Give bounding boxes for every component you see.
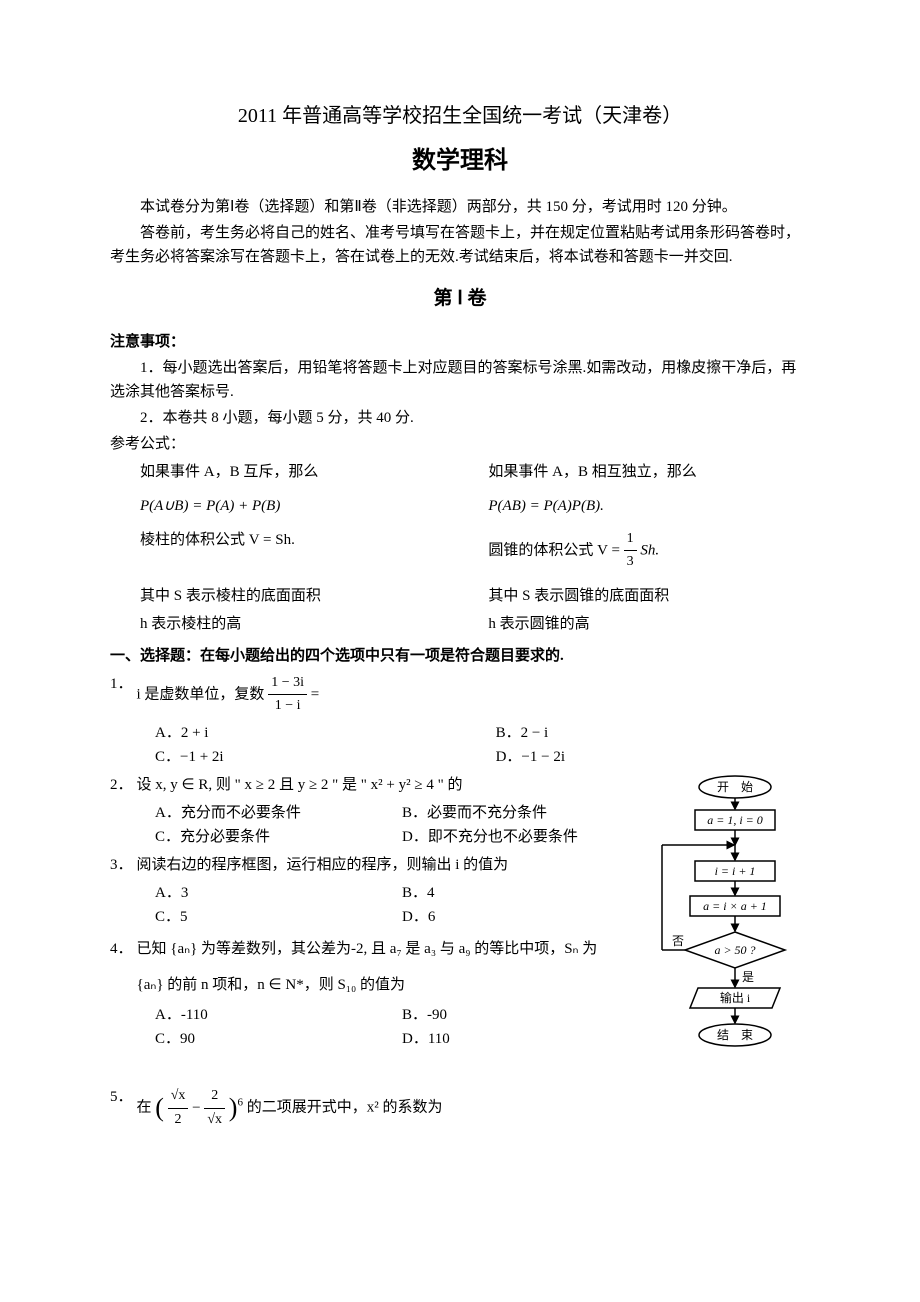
flowchart: 开 始 a = 1, i = 0 i = i + 1 a = i × a + 1…	[640, 769, 810, 1081]
q5-stem-post: 的二项展开式中，x² 的系数为	[247, 1100, 443, 1116]
svg-text:输出 i: 输出 i	[720, 990, 751, 1005]
formula-block: 如果事件 A，B 互斥，那么 如果事件 A，B 相互独立，那么 P(A∪B) =…	[140, 460, 810, 636]
formula-r1-left: 如果事件 A，B 互斥，那么	[140, 460, 488, 484]
q4-options: A．-110 B．-90 C．90 D．110	[155, 1003, 630, 1051]
q1-frac-num: 1 − 3i	[268, 672, 307, 695]
q2-num: 2．	[110, 773, 133, 797]
q4-opt-b: B．-90	[402, 1003, 630, 1027]
q5: 5． 在 ( √x2 − 2√x )6 的二项展开式中，x² 的系数为	[110, 1085, 810, 1131]
q4-stem2: {aₙ} 的前 n 项和，n ∈ N*，则 S₁₀ 的值为	[137, 973, 630, 997]
q1-options: A．2 + i B．2 − i C．−1 + 2i D．−1 − 2i	[155, 721, 810, 769]
svg-text:a = 1, i = 0: a = 1, i = 0	[707, 813, 763, 827]
part1-title: 第 Ⅰ 卷	[110, 284, 810, 314]
formula-r4-left: 其中 S 表示棱柱的底面面积	[140, 584, 488, 608]
q1-stem-post: =	[311, 686, 319, 702]
frac-den: 3	[624, 551, 637, 573]
q1-num: 1．	[110, 672, 133, 696]
svg-text:a = i × a + 1: a = i × a + 1	[703, 899, 767, 913]
svg-text:是: 是	[742, 970, 754, 984]
q3-options: A．3 B．4 C．5 D．6	[155, 881, 630, 929]
frac-num: 1	[624, 528, 637, 551]
formula-r2-right: P(AB) = P(A)P(B).	[488, 494, 810, 518]
q3: 3． 阅读右边的程序框图，运行相应的程序，则输出 i 的值为	[110, 853, 630, 877]
q3-opt-a: A．3	[155, 881, 402, 905]
svg-text:a > 50 ?: a > 50 ?	[714, 943, 755, 957]
q1-opt-d: D．−1 − 2i	[496, 745, 810, 769]
formula-r3r-pre: 圆锥的体积公式 V =	[488, 542, 623, 558]
q5-frac2-den: √x	[204, 1109, 225, 1131]
formula-r3-left: 棱柱的体积公式 V = Sh.	[140, 528, 488, 574]
formula-r4-right: 其中 S 表示圆锥的底面面积	[488, 584, 810, 608]
q1-opt-c: C．−1 + 2i	[155, 745, 496, 769]
notice-head: 注意事项：	[110, 330, 810, 354]
svg-text:否: 否	[672, 934, 684, 948]
intro-p1: 本试卷分为第Ⅰ卷（选择题）和第Ⅱ卷（非选择题）两部分，共 150 分，考试用时 …	[110, 195, 810, 219]
q5-frac2-num: 2	[204, 1085, 225, 1108]
q5-stem: 在 ( √x2 − 2√x )6 的二项展开式中，x² 的系数为	[137, 1085, 810, 1131]
svg-text:i = i + 1: i = i + 1	[715, 864, 756, 878]
q2-opt-b: B．必要而不充分条件	[402, 801, 630, 825]
formula-r1-right: 如果事件 A，B 相互独立，那么	[488, 460, 810, 484]
q4-opt-c: C．90	[155, 1027, 402, 1051]
q4-stem1: 已知 {aₙ} 为等差数列，其公差为-2, 且 a₇ 是 a₃ 与 a₉ 的等比…	[137, 937, 630, 961]
q1-stem-pre: i 是虚数单位，复数	[137, 686, 269, 702]
q5-stem-pre: 在	[137, 1100, 156, 1116]
q2: 2． 设 x, y ∈ R, 则 " x ≥ 2 且 y ≥ 2 " 是 " x…	[110, 773, 630, 797]
formula-r3-right: 圆锥的体积公式 V = 13 Sh.	[488, 528, 810, 574]
subject-title: 数学理科	[110, 142, 810, 180]
flowchart-svg: 开 始 a = 1, i = 0 i = i + 1 a = i × a + 1…	[640, 773, 810, 1073]
formula-r5-right: h 表示圆锥的高	[488, 612, 810, 636]
q3-opt-d: D．6	[402, 905, 630, 929]
notice-1: 1．每小题选出答案后，用铅笔将答题卡上对应题目的答案标号涂黑.如需改动，用橡皮擦…	[110, 356, 810, 404]
q1-stem: i 是虚数单位，复数 1 − 3i1 − i =	[137, 672, 810, 718]
svg-text:结 束: 结 束	[717, 1028, 753, 1042]
q3-num: 3．	[110, 853, 133, 877]
q5-frac1-den: 2	[168, 1109, 189, 1131]
q4-opt-a: A．-110	[155, 1003, 402, 1027]
exam-title: 2011 年普通高等学校招生全国统一考试（天津卷）	[110, 100, 810, 132]
q1-opt-b: B．2 − i	[496, 721, 810, 745]
q1: 1． i 是虚数单位，复数 1 − 3i1 − i =	[110, 672, 810, 718]
svg-text:开 始: 开 始	[717, 780, 753, 794]
section1-head: 一、选择题：在每小题给出的四个选项中只有一项是符合题目要求的.	[110, 644, 810, 668]
formula-r5-left: h 表示棱柱的高	[140, 612, 488, 636]
q1-opt-a: A．2 + i	[155, 721, 496, 745]
q4: 4． 已知 {aₙ} 为等差数列，其公差为-2, 且 a₇ 是 a₃ 与 a₉ …	[110, 937, 630, 997]
q5-num: 5．	[110, 1085, 133, 1109]
q3-stem: 阅读右边的程序框图，运行相应的程序，则输出 i 的值为	[137, 853, 630, 877]
q3-opt-c: C．5	[155, 905, 402, 929]
q2-options: A．充分而不必要条件 B．必要而不充分条件 C．充分必要条件 D．即不充分也不必…	[155, 801, 630, 849]
formula-r2-left: P(A∪B) = P(A) + P(B)	[140, 494, 488, 518]
q4-num: 4．	[110, 937, 133, 961]
q2-opt-a: A．充分而不必要条件	[155, 801, 402, 825]
notice-2: 2．本卷共 8 小题，每小题 5 分，共 40 分.	[110, 406, 810, 430]
intro-p2: 答卷前，考生务必将自己的姓名、准考号填写在答题卡上，并在规定位置粘贴考试用条形码…	[110, 221, 810, 269]
q3-opt-b: B．4	[402, 881, 630, 905]
q2-stem: 设 x, y ∈ R, 则 " x ≥ 2 且 y ≥ 2 " 是 " x² +…	[137, 773, 630, 797]
q2-opt-d: D．即不充分也不必要条件	[402, 825, 630, 849]
q2-opt-c: C．充分必要条件	[155, 825, 402, 849]
q5-power: 6	[237, 1097, 243, 1109]
ref-formula-head: 参考公式：	[110, 432, 810, 456]
q5-frac1-num: √x	[168, 1085, 189, 1108]
formula-r3r-post: Sh.	[640, 542, 659, 558]
q4-opt-d: D．110	[402, 1027, 630, 1051]
q1-frac-den: 1 − i	[268, 695, 307, 717]
